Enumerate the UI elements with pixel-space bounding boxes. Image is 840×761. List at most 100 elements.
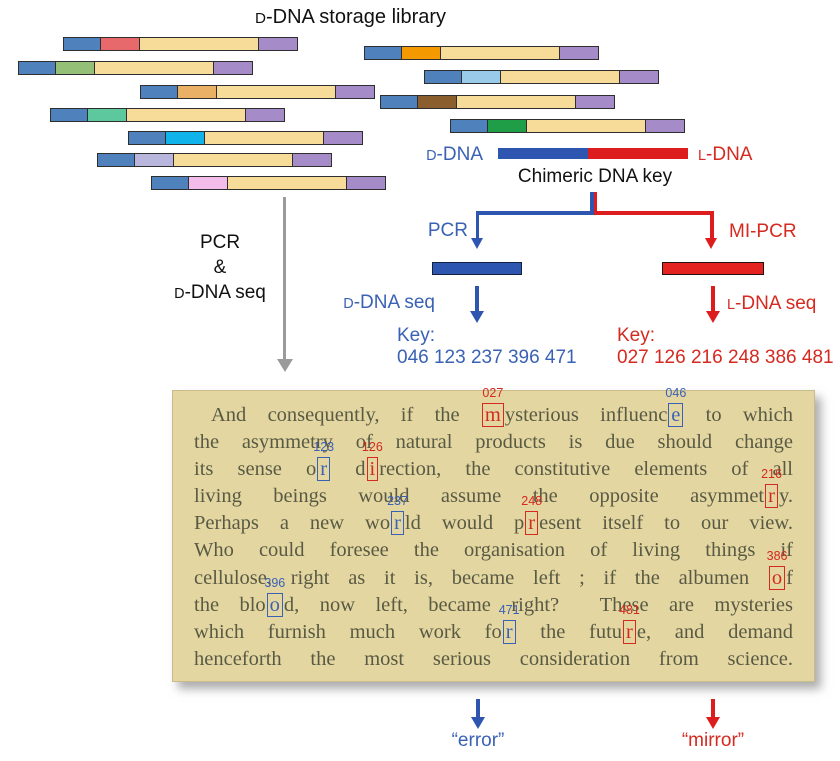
left-flow-line: & — [213, 257, 227, 278]
red-arrow-head-icon — [705, 238, 717, 249]
dna-strand-segment — [335, 86, 374, 98]
dna-strand-segment — [165, 132, 204, 144]
encoded-letter-box: r 216 — [761, 467, 782, 509]
dna-strand-segment — [227, 177, 346, 189]
dna-strand-segment — [456, 96, 575, 108]
l-dna-seq-label: L-DNA seq — [727, 293, 817, 314]
dna-strand-bar — [50, 108, 285, 122]
dna-strand-segment — [173, 154, 292, 166]
dna-strand-segment — [575, 96, 614, 108]
pcr-product-bar-blue — [432, 262, 522, 275]
mi-pcr-label: MI-PCR — [729, 221, 797, 242]
dna-strand-segment — [258, 38, 297, 50]
pcr-label: PCR — [427, 220, 468, 241]
dna-strand-segment — [417, 96, 456, 108]
key-number-label: 237 — [387, 494, 408, 509]
dna-strand-segment — [19, 62, 55, 74]
mirror-result-arrow — [710, 699, 716, 718]
red-branch-line — [594, 211, 714, 215]
l-dna-label: L-DNA — [698, 144, 753, 165]
dna-strand-segment — [177, 86, 216, 98]
dna-strand-segment — [292, 154, 331, 166]
dna-strand-bar — [18, 61, 253, 75]
branch-stub-blue — [590, 192, 594, 215]
blue-arrow-head-icon — [470, 238, 483, 249]
key-number-label: 027 — [482, 386, 504, 400]
key-number-label: 386 — [766, 548, 788, 563]
dna-strand-segment — [152, 177, 188, 189]
key-number-label: 216 — [761, 467, 782, 482]
dna-strand-segment — [204, 132, 323, 144]
blue-branch-line — [475, 211, 479, 239]
dna-strand-segment — [141, 86, 177, 98]
red-key-block: Key: 027 126 216 248 386 481 — [617, 325, 834, 369]
encoded-letter-box: i 126 — [361, 440, 383, 482]
blue-key-label: Key: — [397, 325, 436, 346]
passage-line: Who could foresee the organisation of li… — [194, 539, 793, 562]
encoded-letter-box: r 471 — [498, 602, 520, 644]
blue-arrow-head-icon — [470, 717, 485, 729]
encoded-letter-box: r 237 — [387, 494, 408, 536]
dna-strand-bar — [63, 37, 298, 51]
dna-strand-bar — [364, 46, 599, 60]
dna-strand-segment — [100, 38, 139, 50]
error-result-label: “error” — [451, 730, 505, 751]
passage-line: cellulose, right as it is, became left ;… — [194, 548, 793, 590]
dna-strand-segment — [487, 120, 526, 132]
dna-strand-segment — [323, 132, 362, 144]
passage-line: And consequently, if the m 027 ysterious i… — [211, 386, 793, 427]
dna-strand-bar — [140, 85, 375, 99]
dna-strand-segment — [51, 109, 87, 121]
red-key-label: Key: — [617, 325, 656, 346]
passage-line: Perhaps a new wo r 237 ld would p r 248 esent … — [194, 494, 793, 536]
red-arrow-head-icon — [705, 311, 720, 323]
passage-line: the asymmetry of natural products is due… — [194, 431, 793, 454]
dna-strand-segment — [64, 38, 100, 50]
chimeric-key-caption: Chimeric DNA key — [517, 166, 673, 187]
dna-strand-bar — [424, 70, 659, 84]
dna-strand-segment — [461, 71, 500, 83]
key-number-label: 123 — [313, 440, 335, 455]
encoded-letter-box: e 046 — [665, 386, 687, 427]
blue-arrow-head-icon — [469, 311, 484, 323]
dna-strand-segment — [87, 109, 126, 121]
dna-strand-segment — [216, 86, 335, 98]
key-number-label: 396 — [264, 575, 286, 590]
chimeric-key-bar — [498, 148, 688, 159]
encoded-letter-box: m 027 — [481, 386, 504, 427]
dna-strand-segment — [500, 71, 619, 83]
blue-key-block: Key: 046 123 237 396 471 — [397, 325, 577, 369]
encoded-letter-box: r 123 — [313, 440, 335, 482]
passage-line: its sense o r 123 d i 126 rection, the consti… — [194, 440, 794, 482]
passage-line: the blo o 396 d, now left, became right? Th… — [194, 575, 793, 617]
passage-line: living beings would assume the opposite … — [194, 467, 793, 509]
dna-strand-bar — [380, 95, 615, 109]
dna-strand-segment — [213, 62, 252, 74]
passage-line: henceforth the most serious consideratio… — [194, 647, 793, 670]
gray-arrow-head-icon — [277, 359, 293, 372]
dna-strand-segment — [619, 71, 658, 83]
left-pcr-flow-label: PCR & D-DNA seq — [168, 230, 272, 307]
dna-strand-segment — [139, 38, 258, 50]
dna-strand-segment — [245, 109, 284, 121]
key-number-label: 046 — [665, 386, 687, 400]
key-number-label: 126 — [361, 440, 383, 455]
encoded-letter-box: r 248 — [521, 494, 543, 536]
left-flow-line: D-DNA seq — [174, 282, 266, 303]
figure-title: D-DNA storage library — [255, 6, 447, 28]
dna-strand-segment — [559, 47, 598, 59]
d-dna-seq-arrow — [474, 286, 480, 312]
dna-strand-segment — [401, 47, 440, 59]
dna-strand-bar — [128, 131, 363, 145]
encoded-letter-box: o 386 — [766, 548, 788, 590]
chimeric-d-half — [498, 148, 588, 159]
dna-strand-bar — [97, 153, 332, 167]
decoded-passage-box: And consequently, if the m 027 ysterious i… — [172, 386, 815, 682]
left-flow-line: PCR — [199, 232, 241, 253]
branch-stub-red — [593, 192, 597, 215]
dna-strand-segment — [381, 96, 417, 108]
dna-strand-segment — [451, 120, 487, 132]
key-number-label: 248 — [521, 494, 543, 509]
dna-strand-segment — [55, 62, 94, 74]
